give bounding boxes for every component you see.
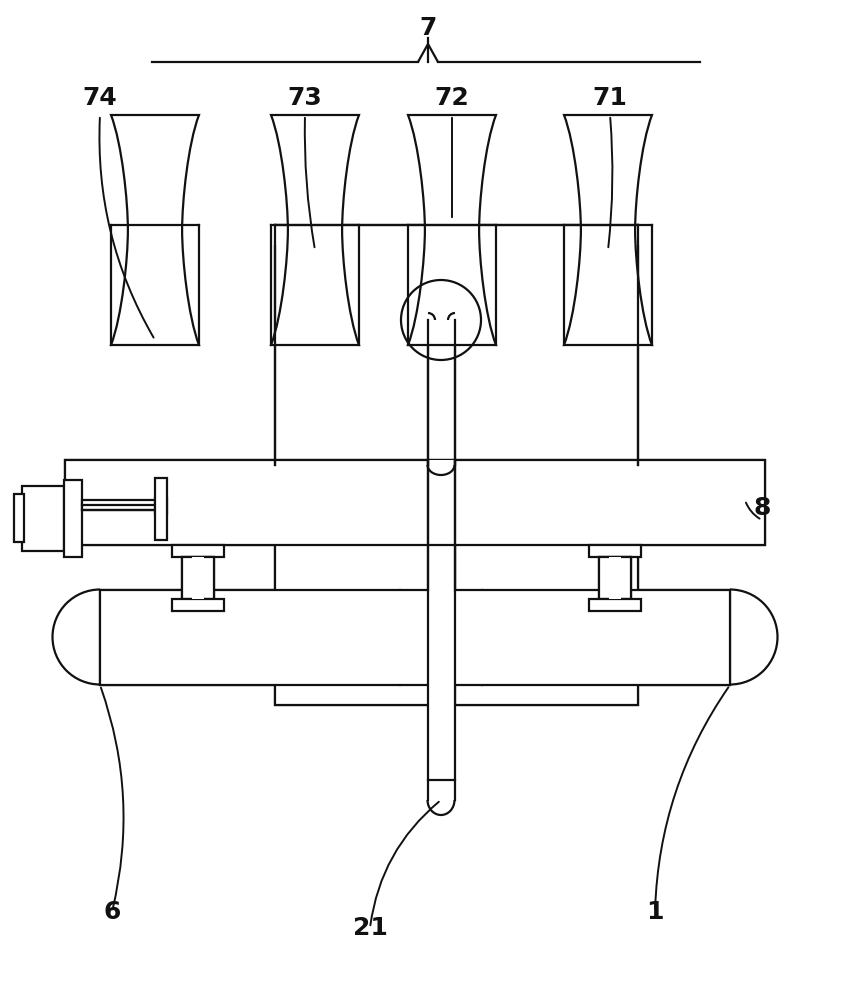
- Text: 7: 7: [419, 16, 437, 40]
- Bar: [172, 545, 224, 557]
- Bar: [589, 599, 641, 611]
- Text: 73: 73: [287, 86, 322, 110]
- Bar: [428, 460, 455, 545]
- Text: 8: 8: [753, 496, 770, 520]
- Bar: [65, 460, 765, 545]
- Text: 74: 74: [83, 86, 117, 110]
- Bar: [400, 590, 482, 685]
- Bar: [599, 557, 631, 599]
- Text: 6: 6: [103, 900, 121, 924]
- Text: 71: 71: [593, 86, 628, 110]
- Bar: [22, 486, 64, 551]
- Bar: [275, 465, 443, 705]
- Bar: [455, 465, 638, 705]
- Bar: [172, 599, 224, 611]
- PathPatch shape: [564, 115, 652, 345]
- Bar: [182, 557, 214, 599]
- Bar: [182, 557, 214, 599]
- Bar: [155, 498, 167, 514]
- Bar: [564, 225, 652, 245]
- Bar: [428, 465, 455, 705]
- Bar: [64, 480, 82, 557]
- PathPatch shape: [271, 115, 359, 345]
- Bar: [271, 225, 359, 245]
- Bar: [589, 545, 641, 557]
- Bar: [100, 590, 730, 685]
- Bar: [65, 460, 765, 545]
- PathPatch shape: [111, 115, 199, 345]
- Bar: [14, 494, 24, 542]
- Text: 21: 21: [352, 916, 387, 940]
- Bar: [428, 545, 455, 780]
- Bar: [155, 478, 167, 540]
- Bar: [111, 225, 199, 245]
- Bar: [609, 557, 621, 599]
- Text: 72: 72: [434, 86, 469, 110]
- Bar: [275, 465, 443, 705]
- PathPatch shape: [408, 115, 496, 345]
- Bar: [82, 500, 157, 510]
- Bar: [192, 557, 204, 599]
- Bar: [100, 590, 730, 685]
- Bar: [408, 225, 496, 245]
- Text: 1: 1: [646, 900, 663, 924]
- Bar: [455, 465, 638, 705]
- Bar: [599, 557, 631, 599]
